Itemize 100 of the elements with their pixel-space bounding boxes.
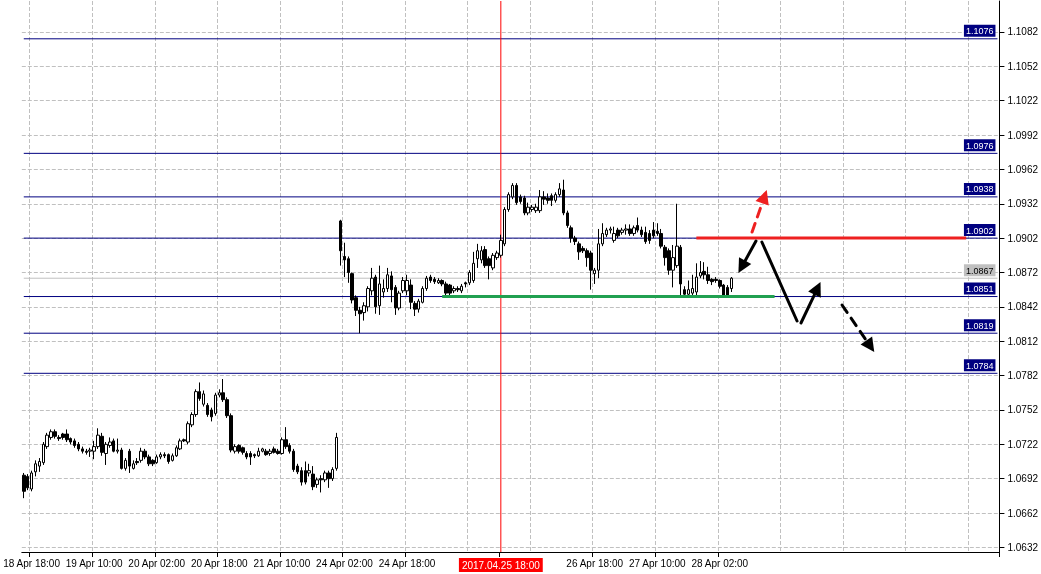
candlestick: [433, 276, 436, 285]
candlestick: [695, 262, 698, 296]
x-tick-label: 2017.04.25 18:00: [461, 559, 541, 571]
candlestick: [546, 192, 550, 205]
candlestick: [300, 466, 303, 487]
x-tick-label: 24 Apr 18:00: [378, 557, 436, 569]
candlestick: [452, 285, 456, 294]
candlestick: [589, 250, 593, 291]
x-tick-label: 18 Apr 18:00: [3, 557, 61, 569]
y-tick-label: 1.0782: [1007, 370, 1039, 382]
y-tick-label: 1.0932: [1007, 198, 1039, 210]
y-tick-label: 1.0812: [1007, 335, 1039, 347]
candlestick: [22, 472, 26, 499]
ref-line-label: 1.0902: [965, 225, 994, 236]
candlestick: [550, 192, 553, 207]
candlestick: [456, 285, 460, 293]
x-tick-label: 21 Apr 10:00: [253, 557, 311, 569]
ref-line-label: 1.0976: [965, 140, 994, 151]
candlestick: [61, 432, 65, 441]
ref-line-label: 1.0784: [965, 360, 994, 371]
y-tick-label: 1.0632: [1007, 541, 1039, 553]
candlestick: [702, 261, 706, 280]
y-tick-label: 1.0992: [1007, 129, 1039, 141]
candlestick: [448, 283, 452, 298]
candlestick: [272, 446, 276, 454]
candlestick: [515, 182, 518, 206]
y-tick-label: 1.0872: [1007, 266, 1039, 278]
candlestick: [268, 448, 272, 457]
candlestick: [112, 438, 115, 453]
x-tick-label: 27 Apr 10:00: [628, 557, 687, 569]
candlestick: [304, 461, 307, 485]
candlestick: [73, 438, 76, 449]
candlestick: [472, 251, 475, 284]
candlestick: [706, 266, 710, 285]
candlestick: [460, 283, 463, 294]
candlestick: [167, 452, 170, 465]
ref-line-label: 1.0867: [965, 265, 994, 276]
y-tick-label: 1.0722: [1007, 438, 1039, 450]
candlestick: [65, 428, 69, 443]
candlestick: [257, 447, 260, 458]
candlestick: [241, 446, 245, 456]
candlestick: [480, 245, 483, 264]
x-tick-label: 20 Apr 02:00: [128, 557, 186, 569]
candlestick: [77, 441, 80, 452]
candlestick: [311, 465, 315, 491]
y-tick-label: 1.0692: [1007, 473, 1039, 485]
candlestick: [523, 195, 526, 216]
candlestick: [214, 392, 217, 417]
candlestick: [319, 474, 323, 493]
x-tick-label: 20 Apr 18:00: [190, 557, 249, 569]
candlestick: [624, 223, 628, 236]
candlestick: [249, 450, 252, 466]
candlestick: [628, 223, 632, 237]
y-tick-label: 1.0842: [1007, 301, 1039, 313]
ref-line-label: 1.0819: [965, 320, 994, 331]
candlestick: [237, 443, 241, 454]
candlestick: [335, 432, 338, 472]
x-tick-label: 24 Apr 02:00: [316, 557, 374, 569]
candlestick: [151, 458, 155, 467]
candlestick: [620, 227, 624, 236]
candlestick: [30, 470, 33, 492]
y-tick-label: 1.0902: [1007, 232, 1039, 244]
candlestick: [81, 446, 84, 454]
candlestick: [683, 285, 686, 298]
candlestick: [139, 447, 143, 464]
candlestick: [155, 454, 158, 465]
ref-line-label: 1.0938: [965, 184, 994, 195]
y-tick-label: 1.1022: [1007, 95, 1039, 107]
candlestick: [53, 428, 57, 440]
candlestick: [577, 241, 581, 261]
x-tick-label: 28 Apr 02:00: [691, 557, 749, 569]
candlestick: [159, 451, 162, 460]
candlestick: [339, 219, 342, 267]
candlestick: [378, 265, 381, 316]
candlestick: [34, 459, 37, 477]
candlestick: [730, 276, 733, 293]
y-tick-label: 1.0962: [1007, 163, 1039, 175]
candlestick: [128, 448, 131, 474]
x-tick-label: 19 Apr 10:00: [65, 557, 123, 569]
candlestick: [644, 226, 647, 245]
candlestick: [636, 217, 639, 233]
candlestick: [476, 243, 479, 269]
candlestick: [437, 277, 440, 285]
y-tick-label: 1.1052: [1007, 60, 1039, 72]
x-tick-label: 26 Apr 18:00: [566, 557, 624, 569]
y-tick-label: 1.0662: [1007, 507, 1039, 519]
candlestick: [444, 281, 448, 296]
candlestick: [85, 448, 88, 456]
y-tick-label: 1.0752: [1007, 404, 1039, 416]
candlestick: [530, 204, 534, 213]
candlestick: [616, 227, 620, 239]
candlestick: [327, 470, 331, 489]
ref-line-label: 1.1076: [965, 26, 994, 37]
candlestick: [206, 402, 209, 418]
y-tick-label: 1.1082: [1007, 26, 1039, 38]
ref-line-label: 1.0851: [965, 284, 994, 295]
candlestick: [261, 447, 264, 453]
candlestick: [538, 189, 542, 214]
candlestick: [612, 226, 616, 244]
candlestick: [264, 448, 268, 457]
